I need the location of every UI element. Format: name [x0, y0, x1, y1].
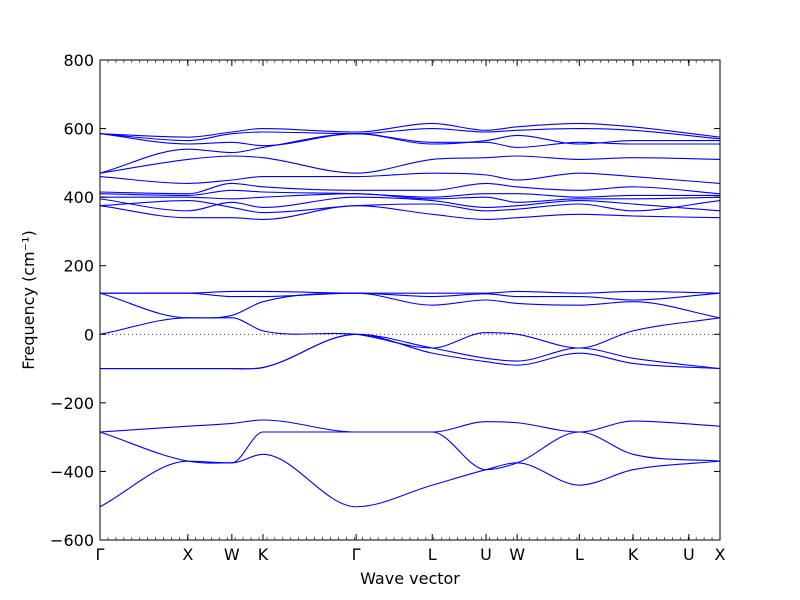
y-tick-label: 600: [63, 120, 94, 139]
k-point-label: W: [224, 545, 240, 564]
band-line-8: [99, 292, 721, 301]
band-line-9: [99, 290, 721, 294]
y-tick-label: −600: [50, 531, 94, 550]
band-lines: [99, 122, 721, 508]
band-line-7: [99, 292, 721, 319]
k-point-label: L: [428, 545, 437, 564]
band-line-19: [99, 133, 720, 147]
band-line-5: [100, 333, 721, 370]
y-tick-label: −400: [50, 462, 94, 481]
y-tick-label: −200: [50, 394, 94, 413]
y-axis-label: Frequency (cm⁻¹): [19, 230, 38, 369]
band-line-12: [99, 196, 721, 212]
k-point-label: W: [509, 545, 525, 564]
band-line-3: [99, 419, 721, 433]
k-point-label: X: [715, 545, 726, 564]
band-line-13: [100, 193, 721, 203]
k-point-label: U: [480, 545, 492, 564]
x-axis-label: Wave vector: [360, 569, 460, 588]
k-point-label: L: [575, 545, 584, 564]
band-line-14: [99, 189, 720, 198]
k-point-label: Γ: [352, 545, 361, 564]
k-point-label: K: [258, 545, 269, 564]
k-point-label: U: [683, 545, 695, 564]
y-tick-label: 0: [84, 325, 94, 344]
band-line-17: [99, 155, 721, 174]
band-line-15: [99, 182, 721, 195]
band-line-16: [99, 172, 721, 184]
y-axis-ticks: −600 −400 −200 0 200 400 600 800: [50, 51, 720, 550]
y-tick-label: 400: [63, 188, 94, 207]
y-tick-label: 800: [63, 51, 94, 70]
band-line-11: [99, 200, 721, 214]
band-line-20: [99, 128, 721, 142]
band-line-10: [99, 205, 721, 220]
k-point-label: K: [628, 545, 639, 564]
k-point-label: Γ: [96, 545, 105, 564]
k-point-label: X: [182, 545, 193, 564]
band-line-21: [99, 122, 721, 138]
band-line-1: [99, 453, 721, 508]
y-tick-label: 200: [63, 257, 94, 276]
